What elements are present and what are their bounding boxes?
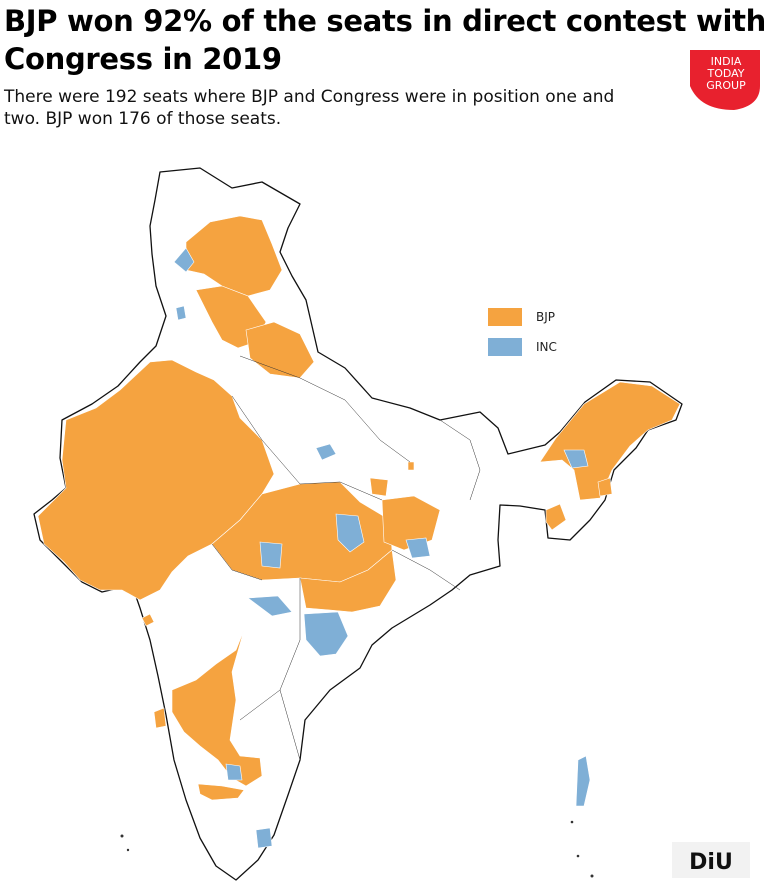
- bjp-region-bihar-patch: [369, 477, 389, 497]
- island-dot: [570, 820, 574, 824]
- bjp-region-tripura: [545, 503, 567, 531]
- border-line-8: [439, 419, 481, 501]
- border-line-7: [239, 355, 411, 463]
- legend-item-bjp: BJP: [488, 304, 557, 330]
- bjp-region-up-patch: [407, 461, 415, 471]
- bjp-region-goa: [141, 613, 155, 627]
- border-line-3: [211, 543, 263, 581]
- legend-item-inc: INC: [488, 334, 557, 360]
- diu-logo-background: [672, 842, 750, 878]
- border-line-4: [239, 578, 301, 721]
- logo-text-group: GROUP: [706, 79, 746, 92]
- legend-label-inc: INC: [536, 340, 557, 354]
- inc-region-kashmir: [173, 247, 195, 273]
- bjp-seats: [37, 215, 681, 801]
- india-today-group-logo: INDIA TODAY GROUP: [690, 50, 760, 110]
- border-line-6: [279, 689, 301, 761]
- border-line-5: [391, 549, 461, 591]
- bjp-region-karnataka-coast: [153, 707, 167, 729]
- logo-text-today: TODAY: [706, 67, 744, 80]
- legend-swatch-inc: [488, 338, 522, 356]
- inc-region-maharashtra: [247, 595, 293, 617]
- inc-region-karnataka: [225, 763, 243, 781]
- inc-region-madhya-pradesh: [259, 541, 283, 569]
- legend-label-bjp: BJP: [536, 310, 556, 324]
- inc-region-uttar-pradesh: [315, 443, 337, 461]
- inc-region-kerala: [255, 827, 273, 849]
- logo-text-india: INDIA: [711, 55, 742, 68]
- bjp-region-rajasthan-gujarat: [37, 359, 275, 601]
- inc-region-jharkhand: [405, 537, 431, 559]
- state-borders: [211, 355, 481, 761]
- inc-region-chhattisgarh: [335, 513, 365, 553]
- inc-region-punjab: [175, 305, 187, 321]
- inc-region-andaman-nicobar: [575, 755, 591, 807]
- bjp-region-arunachal-assam: [539, 381, 681, 501]
- inc-region-assam: [563, 449, 589, 469]
- chart-title: BJP won 92% of the seats in direct conte…: [4, 4, 766, 76]
- islands: [120, 820, 594, 878]
- bjp-region-chhattisgarh: [299, 549, 397, 613]
- inc-seats: [173, 247, 591, 849]
- island-dot: [576, 854, 580, 858]
- bjp-region-karnataka-south: [197, 783, 245, 801]
- diu-logo: DiU: [672, 842, 750, 878]
- india-map: [33, 167, 683, 881]
- bjp-region-manipur: [597, 477, 613, 497]
- bjp-region-maharashtra-karnataka: [171, 629, 263, 787]
- island-dot: [126, 848, 130, 852]
- map-legend: BJP INC: [488, 304, 557, 364]
- logo-badge: [690, 50, 760, 110]
- chart-subtitle: There were 192 seats where BJP and Congr…: [4, 87, 615, 129]
- border-line-2: [299, 481, 383, 501]
- bjp-region-jharkhand: [381, 495, 441, 551]
- inc-region-odisha-chhattisgarh: [303, 611, 349, 657]
- bjp-region-jammu-ladakh: [185, 215, 283, 297]
- island-dot: [590, 874, 594, 878]
- legend-swatch-bjp: [488, 308, 522, 326]
- island-dot: [120, 834, 124, 838]
- border-line-1: [231, 395, 301, 485]
- diu-logo-text: DiU: [689, 850, 733, 875]
